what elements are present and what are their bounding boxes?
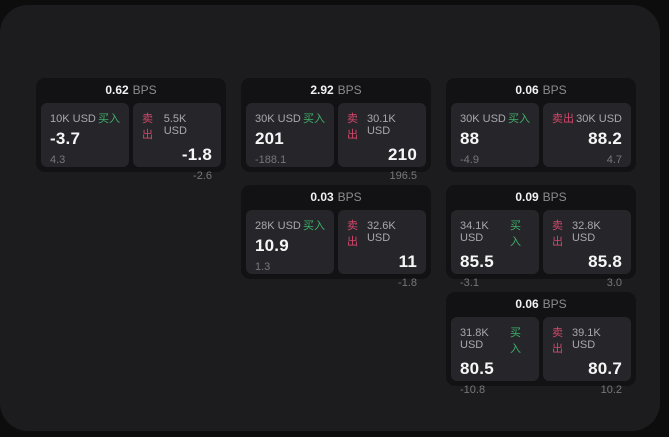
bps-unit-label: BPS xyxy=(542,190,567,204)
buy-notional: 10K USD xyxy=(50,113,96,125)
bps-header: 0.62 BPS xyxy=(36,78,226,103)
buy-price: 80.5 xyxy=(460,359,494,378)
buy-delta: -4.9 xyxy=(460,154,479,166)
sell-delta: 3.0 xyxy=(606,277,622,289)
rfq-card: 0.03 BPS 28K USD 买入 10.9 1.3 卖出 32.6K US… xyxy=(241,185,431,289)
sell-price: 80.7 xyxy=(588,359,622,378)
sell-label: 卖出 xyxy=(142,113,153,141)
sell-panel[interactable]: 卖出 5.5K USD -1.8 -2.6 xyxy=(133,103,221,182)
buy-delta: -3.1 xyxy=(460,277,479,289)
bps-header: 0.09 BPS xyxy=(446,185,636,210)
sell-notional: 30.1K USD xyxy=(366,113,396,137)
buy-notional: 30K USD xyxy=(255,113,301,125)
buy-delta: 4.3 xyxy=(50,154,66,166)
quote-panels: 10K USD 买入 -3.7 4.3 卖出 5.5K USD -1.8 -2.… xyxy=(36,103,226,182)
app-window: 0.62 BPS 10K USD 买入 -3.7 4.3 卖出 5.5K USD… xyxy=(0,5,660,431)
buy-panel[interactable]: 10K USD 买入 -3.7 4.3 xyxy=(41,103,129,167)
sell-panel[interactable]: 卖出 30K USD 88.2 4.7 xyxy=(543,103,631,167)
sell-label: 卖出 xyxy=(552,220,563,248)
sell-price: 11 xyxy=(398,252,417,271)
sell-notional: 30K USD xyxy=(576,113,622,125)
sell-panel[interactable]: 卖出 32.8K USD 85.8 3.0 xyxy=(543,210,631,289)
buy-notional: 28K USD xyxy=(255,220,301,232)
buy-notional: 31.8K USD xyxy=(460,327,489,351)
bps-header: 0.06 BPS xyxy=(446,78,636,103)
quote-panels: 28K USD 买入 10.9 1.3 卖出 32.6K USD 11 -1.8 xyxy=(241,210,431,289)
rfq-card: 2.92 BPS 30K USD 买入 201 -188.1 卖出 30.1K … xyxy=(241,78,431,182)
bps-value: 0.06 xyxy=(515,83,539,97)
buy-price: -3.7 xyxy=(50,129,81,148)
rfq-card: 0.62 BPS 10K USD 买入 -3.7 4.3 卖出 5.5K USD… xyxy=(36,78,226,182)
bps-header: 0.03 BPS xyxy=(241,185,431,210)
sell-notional: 5.5K USD xyxy=(163,113,187,137)
sell-price: 88.2 xyxy=(588,129,622,148)
rfq-card: 0.09 BPS 34.1K USD 买入 85.5 -3.1 卖出 32.8K… xyxy=(446,185,636,289)
sell-panel[interactable]: 卖出 39.1K USD 80.7 10.2 xyxy=(543,317,631,396)
buy-notional: 34.1K USD xyxy=(460,220,489,244)
rfq-card: 0.06 BPS 30K USD 买入 88 -4.9 卖出 30K USD 8… xyxy=(446,78,636,172)
sell-delta: -2.6 xyxy=(193,170,212,182)
buy-price: 201 xyxy=(255,129,284,148)
bps-value: 2.92 xyxy=(310,83,334,97)
rfq-card: 0.06 BPS 31.8K USD 买入 80.5 -10.8 卖出 39.1… xyxy=(446,292,636,396)
sell-label: 卖出 xyxy=(347,113,358,141)
sell-label: 卖出 xyxy=(552,113,574,125)
sell-notional: 39.1K USD xyxy=(571,327,601,351)
buy-panel[interactable]: 30K USD 买入 88 -4.9 xyxy=(451,103,539,167)
sell-panel[interactable]: 卖出 32.6K USD 11 -1.8 xyxy=(338,210,426,289)
bps-value: 0.06 xyxy=(515,297,539,311)
buy-delta: -188.1 xyxy=(255,154,287,166)
bps-unit-label: BPS xyxy=(542,297,567,311)
bps-unit-label: BPS xyxy=(337,190,362,204)
buy-panel[interactable]: 30K USD 买入 201 -188.1 xyxy=(246,103,334,167)
buy-panel[interactable]: 28K USD 买入 10.9 1.3 xyxy=(246,210,334,274)
quote-panels: 30K USD 买入 201 -188.1 卖出 30.1K USD 210 1… xyxy=(241,103,431,182)
buy-delta: -10.8 xyxy=(460,384,486,396)
buy-label: 买入 xyxy=(303,220,325,232)
bps-value: 0.09 xyxy=(515,190,539,204)
buy-label: 买入 xyxy=(303,113,325,125)
quote-panels: 30K USD 买入 88 -4.9 卖出 30K USD 88.2 4.7 xyxy=(446,103,636,167)
bps-value: 0.03 xyxy=(310,190,334,204)
buy-price: 85.5 xyxy=(460,252,494,271)
sell-notional: 32.8K USD xyxy=(571,220,601,244)
quote-panels: 34.1K USD 买入 85.5 -3.1 卖出 32.8K USD 85.8… xyxy=(446,210,636,289)
sell-price: -1.8 xyxy=(181,145,212,164)
sell-price: 210 xyxy=(388,145,417,164)
sell-delta: 196.5 xyxy=(389,170,417,182)
buy-label: 买入 xyxy=(98,113,120,125)
bps-unit-label: BPS xyxy=(337,83,362,97)
bps-header: 0.06 BPS xyxy=(446,292,636,317)
sell-delta: 10.2 xyxy=(600,384,622,396)
quote-panels: 31.8K USD 买入 80.5 -10.8 卖出 39.1K USD 80.… xyxy=(446,317,636,396)
bps-unit-label: BPS xyxy=(132,83,157,97)
sell-label: 卖出 xyxy=(552,327,563,355)
buy-panel[interactable]: 34.1K USD 买入 85.5 -3.1 xyxy=(451,210,539,289)
buy-price: 88 xyxy=(460,129,480,148)
buy-label: 买入 xyxy=(510,327,522,355)
bps-header: 2.92 BPS xyxy=(241,78,431,103)
sell-delta: -1.8 xyxy=(398,277,417,289)
buy-price: 10.9 xyxy=(255,236,289,255)
sell-panel[interactable]: 卖出 30.1K USD 210 196.5 xyxy=(338,103,426,182)
buy-panel[interactable]: 31.8K USD 买入 80.5 -10.8 xyxy=(451,317,539,396)
bps-value: 0.62 xyxy=(105,83,129,97)
buy-delta: 1.3 xyxy=(255,261,271,273)
buy-notional: 30K USD xyxy=(460,113,506,125)
buy-label: 买入 xyxy=(508,113,530,125)
sell-price: 85.8 xyxy=(588,252,622,271)
sell-notional: 32.6K USD xyxy=(366,220,396,244)
bps-unit-label: BPS xyxy=(542,83,567,97)
buy-label: 买入 xyxy=(510,220,522,248)
sell-delta: 4.7 xyxy=(606,154,622,166)
sell-label: 卖出 xyxy=(347,220,358,248)
